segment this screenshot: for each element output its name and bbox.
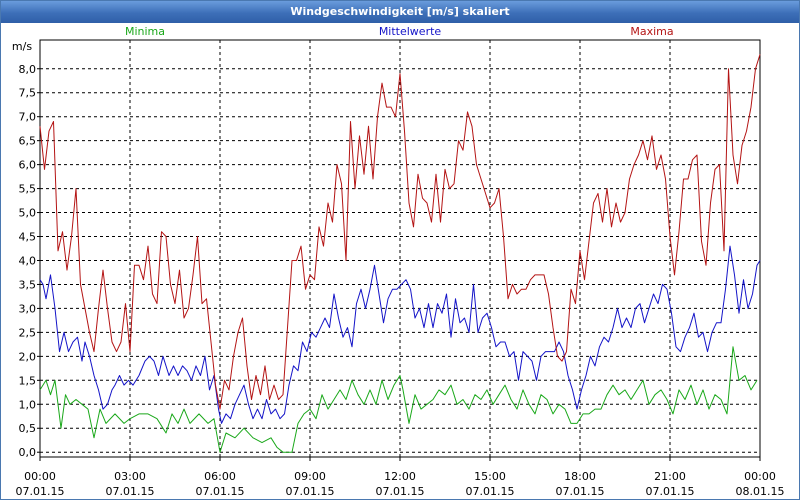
x-tick-date-label: 07.01.15: [106, 485, 155, 498]
series-line-mittelwerte: [39, 245, 761, 424]
y-tick-label: 3,0: [19, 302, 37, 315]
y-tick-label: 3,5: [19, 278, 37, 291]
legend-entry-maxima: Maxima: [630, 25, 673, 38]
y-tick-label: 1,5: [19, 374, 37, 387]
legend: Minima Mittelwerte Maxima: [125, 25, 674, 38]
x-tick-date-label: 07.01.15: [646, 485, 695, 498]
legend-entry-minima: Minima: [125, 25, 165, 38]
x-tick-time-label: 18:00: [564, 470, 596, 483]
x-tick-time-label: 00:00: [744, 470, 776, 483]
x-tick-date-label: 08.01.15: [736, 485, 785, 498]
series-line-minima: [39, 346, 758, 453]
x-tick-date-label: 07.01.15: [196, 485, 245, 498]
x-tick-time-label: 03:00: [114, 470, 146, 483]
x-tick-time-label: 06:00: [204, 470, 236, 483]
y-tick-label: 2,0: [19, 350, 37, 363]
series-lines: [39, 54, 761, 453]
y-tick-label: 6,0: [19, 159, 37, 172]
y-tick-label: 8,0: [19, 63, 37, 76]
y-tick-label: 4,0: [19, 254, 37, 267]
y-tick-label: 2,5: [19, 326, 37, 339]
y-axis: 0,0 0,5 1,0 1,5 2,0 2,5 3,0 3,5 4,0 4,5 5,0 5,5 6,0 6…: [12, 40, 40, 459]
y-tick-label: 5,0: [19, 207, 37, 220]
y-tick-label: 7,5: [19, 87, 37, 100]
y-tick-label: 5,5: [19, 183, 37, 196]
x-tick-date-label: 07.01.15: [16, 485, 65, 498]
x-tick-time-label: 21:00: [654, 470, 686, 483]
x-tick-time-label: 00:00: [24, 470, 56, 483]
y-tick-label: 7,0: [19, 111, 37, 124]
x-tick-date-label: 07.01.15: [466, 485, 515, 498]
y-tick-label: 4,5: [19, 231, 37, 244]
x-tick-date-label: 07.01.15: [286, 485, 335, 498]
x-tick-date-label: 07.01.15: [556, 485, 605, 498]
y-tick-label: 1,0: [19, 398, 37, 411]
y-axis-label: m/s: [12, 40, 32, 53]
x-axis: 00:00 07.01.15 03:00 07.01.15 06:00 07.01.15 0…: [16, 457, 785, 498]
legend-entry-mittelwerte: Mittelwerte: [379, 25, 442, 38]
y-tick-label: 0,5: [19, 422, 37, 435]
x-tick-time-label: 15:00: [474, 470, 506, 483]
x-tick-date-label: 07.01.15: [376, 485, 425, 498]
series-line-maxima: [39, 54, 761, 410]
x-tick-time-label: 12:00: [384, 470, 416, 483]
window-title: Windgeschwindigkeit [m/s] skaliert: [1, 1, 799, 23]
y-tick-label: 6,5: [19, 135, 37, 148]
x-tick-time-label: 09:00: [294, 470, 326, 483]
y-tick-label: 0,0: [19, 446, 37, 459]
grid-lines: [40, 40, 760, 457]
